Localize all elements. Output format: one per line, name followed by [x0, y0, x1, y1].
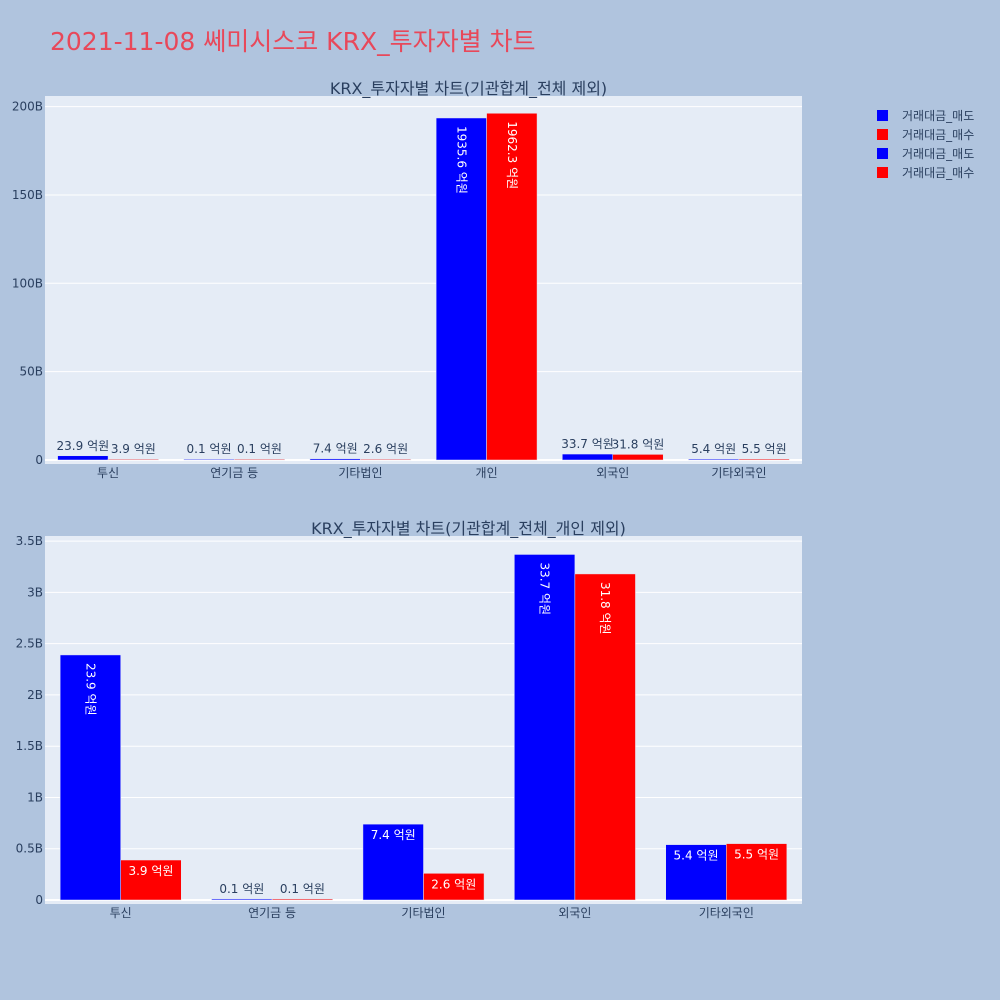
y-tick-label: 100B — [12, 276, 43, 290]
y-tick-label: 1B — [27, 790, 43, 804]
legend-swatch — [877, 110, 888, 121]
data-label: 33.7 억원 — [538, 562, 552, 615]
y-tick-label: 50B — [19, 365, 43, 379]
y-tick-label: 0.5B — [16, 842, 43, 856]
bar — [120, 859, 182, 901]
bar — [234, 458, 285, 461]
bar — [183, 458, 235, 461]
x-tick-label: 개인 — [476, 466, 498, 480]
data-label: 0.1 억원 — [187, 442, 232, 456]
data-label: 5.5 억원 — [742, 442, 787, 456]
x-tick-label: 기타법인 — [401, 906, 445, 920]
plot-area — [45, 96, 802, 464]
data-label: 7.4 억원 — [313, 442, 358, 456]
x-tick-label: 외국인 — [558, 906, 591, 920]
data-label: 2.6 억원 — [431, 877, 476, 891]
x-tick-label: 기타외국인 — [711, 466, 766, 480]
y-tick-label: 0 — [35, 453, 43, 467]
y-tick-label: 200B — [12, 100, 43, 114]
legend-label: 거래대금_매수 — [902, 166, 974, 180]
chart-title: KRX_투자자별 차트(기관합계_전체_개인 제외) — [311, 519, 626, 539]
bar — [271, 898, 333, 901]
legend-label: 거래대금_매도 — [902, 147, 974, 161]
x-tick-label: 외국인 — [596, 466, 629, 480]
bar — [107, 458, 159, 461]
legend-label: 거래대금_매수 — [902, 128, 974, 142]
bar — [665, 844, 727, 901]
legend-swatch — [877, 148, 888, 159]
data-label: 3.9 억원 — [128, 864, 173, 878]
data-label: 5.5 억원 — [734, 848, 779, 862]
bar — [726, 843, 788, 901]
chart-panel-1: 0 50B 100B 150B 200B KRX_투자자별 차트(기관합계_전체 제외) 투… — [12, 79, 802, 480]
data-label: 33.7 억원 — [561, 437, 614, 451]
legend-swatch — [877, 167, 888, 178]
y-tick-label: 2.5B — [16, 637, 43, 651]
data-label: 23.9 억원 — [57, 439, 110, 453]
x-tick-label: 투신 — [110, 906, 132, 920]
bar — [309, 458, 361, 461]
bar — [612, 454, 664, 461]
data-label: 3.9 억원 — [111, 442, 156, 456]
page-title: 2021-11-08 쎄미시스코 KRX_투자자별 차트 — [50, 27, 536, 56]
data-label: 23.9 억원 — [83, 663, 97, 716]
y-tick-label: 0 — [35, 893, 43, 907]
bar — [362, 823, 424, 901]
y-tick-label: 150B — [12, 188, 43, 202]
data-label: 1962.3 억원 — [505, 121, 519, 189]
data-label: 31.8 억원 — [612, 437, 665, 451]
bar — [435, 117, 487, 461]
data-label: 7.4 억원 — [371, 828, 416, 842]
data-label: 0.1 억원 — [237, 442, 282, 456]
x-tick-label: 투신 — [97, 466, 119, 480]
data-label: 0.1 억원 — [219, 882, 264, 896]
legend-swatch — [877, 129, 888, 140]
y-tick-label: 3.5B — [16, 534, 43, 548]
data-label: 0.1 억원 — [280, 882, 325, 896]
y-tick-label: 1.5B — [16, 739, 43, 753]
data-label: 1935.6 억원 — [454, 126, 468, 194]
bar — [360, 458, 412, 461]
bar — [514, 554, 576, 901]
legend-label: 거래대금_매도 — [902, 109, 974, 123]
bar — [738, 458, 790, 461]
bar — [423, 873, 485, 901]
y-tick-label: 3B — [27, 585, 43, 599]
bar — [57, 455, 109, 461]
bar — [59, 654, 121, 901]
data-label: 2.6 억원 — [363, 442, 408, 456]
bar — [562, 453, 613, 461]
chart-title: KRX_투자자별 차트(기관합계_전체 제외) — [330, 79, 607, 99]
x-tick-label: 기타법인 — [338, 466, 382, 480]
x-tick-label: 연기금 등 — [210, 466, 258, 480]
y-tick-label: 2B — [27, 688, 43, 702]
bar — [486, 113, 538, 461]
bar — [574, 573, 636, 901]
data-label: 5.4 억원 — [691, 442, 736, 456]
data-label: 31.8 억원 — [598, 582, 612, 635]
x-tick-label: 기타외국인 — [699, 906, 754, 920]
bar — [688, 458, 740, 461]
data-label: 5.4 억원 — [674, 849, 719, 863]
chart-panel-2: 0 0.5B 1B 1.5B 2B 2.5B 3B 3.5B KRX_투자자별 차트(기관합계_… — [16, 519, 802, 920]
x-tick-label: 연기금 등 — [248, 906, 296, 920]
bar — [211, 898, 273, 901]
